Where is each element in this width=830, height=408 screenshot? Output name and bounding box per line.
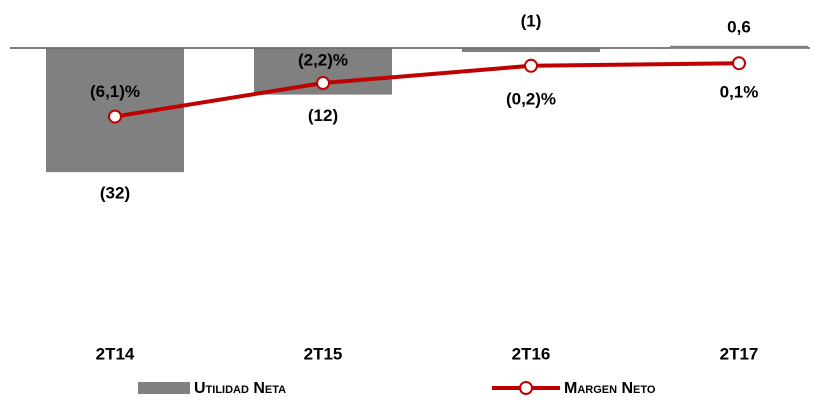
bar-label: (32) [100,184,130,203]
line-label: 0,1% [720,83,759,102]
bar-label: (1) [521,12,542,31]
bar [462,48,600,52]
line [114,61,740,119]
line-marker [108,109,122,124]
line-marker [316,76,330,90]
legend-label: Utilidad Neta [194,380,286,397]
legend-swatch [138,382,190,394]
legend-swatch [519,381,533,395]
x-tick-label: 2T17 [720,344,759,363]
x-tick-label: 2T15 [304,344,343,363]
line-marker [524,58,538,73]
x-tick-label: 2T16 [512,344,551,363]
line-label: (0,2)% [506,89,556,108]
legend-label: Margen Neto [564,380,656,397]
bar-label: 0,6 [727,17,751,36]
x-tick-label: 2T14 [96,344,135,363]
line-marker [732,56,746,71]
bar [670,45,808,49]
bar-label: (12) [308,106,338,125]
line-label: (2,2)% [298,50,348,69]
line-label: (6,1)% [90,82,140,101]
